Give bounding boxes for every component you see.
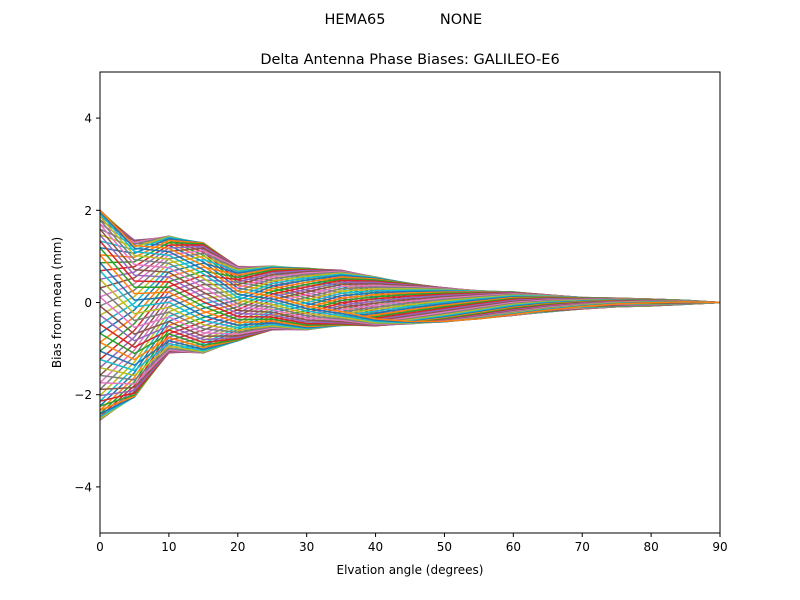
- x-tick-label: 80: [643, 540, 658, 554]
- x-tick-label: 70: [575, 540, 590, 554]
- y-tick-label: −4: [74, 480, 92, 494]
- x-tick-label: 10: [161, 540, 176, 554]
- plot-lines: [99, 209, 721, 421]
- suptitle-radome: NONE: [440, 12, 482, 28]
- x-axis: 0 10 20 30 40 50 60 70 80 90: [96, 533, 728, 554]
- y-tick-label: 0: [84, 296, 92, 310]
- x-tick-label: 90: [712, 540, 727, 554]
- y-axis-label: Bias from mean (mm): [50, 237, 64, 368]
- y-tick-label: 2: [84, 204, 92, 218]
- y-tick-label: −2: [74, 388, 92, 402]
- chart-title: Delta Antenna Phase Biases: GALILEO-E6: [260, 52, 559, 68]
- x-tick-label: 0: [96, 540, 104, 554]
- x-tick-label: 40: [368, 540, 383, 554]
- series-line: [99, 210, 721, 323]
- suptitle-antenna: HEMA65: [325, 12, 386, 28]
- x-tick-label: 50: [437, 540, 452, 554]
- x-tick-label: 20: [230, 540, 245, 554]
- x-tick-label: 30: [299, 540, 314, 554]
- x-tick-label: 60: [506, 540, 521, 554]
- y-axis: −4 −2 0 2 4: [74, 112, 100, 494]
- y-tick-label: 4: [84, 112, 92, 126]
- x-axis-label: Elvation angle (degrees): [337, 563, 484, 577]
